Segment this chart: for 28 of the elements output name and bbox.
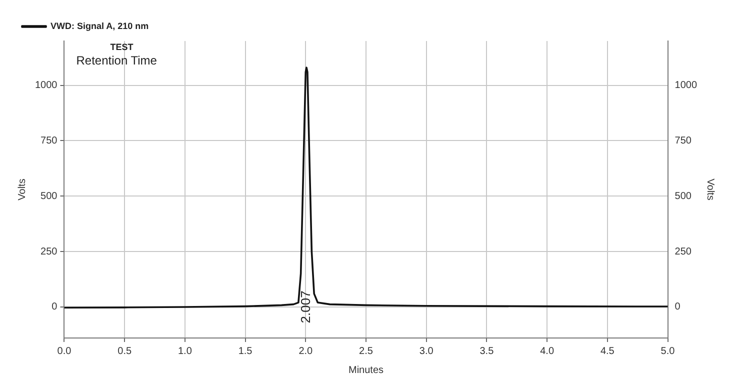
x-tick-label: 3.0 <box>419 346 434 357</box>
y-tick-label: 0 <box>52 302 58 313</box>
legend-label: VWD: Signal A, 210 nm <box>50 20 149 31</box>
annotation: TEST <box>110 42 134 52</box>
x-tick-label: 1.5 <box>238 346 253 357</box>
y-tick-label: 1000 <box>34 80 58 92</box>
x-tick-label: 2.5 <box>359 346 374 357</box>
x-tick-label: 4.0 <box>540 346 554 357</box>
y2-axis-title: Volts <box>704 178 716 200</box>
x-axis-title: Minutes <box>348 364 384 376</box>
y2-tick-label: 0 <box>674 302 681 313</box>
y-tick-label: 750 <box>40 135 58 146</box>
annotation: 2.007 <box>298 290 314 324</box>
y-axis-title: Volts <box>16 178 28 200</box>
annotation: Retention Time <box>76 53 158 68</box>
x-tick-label: 0.0 <box>57 346 72 357</box>
x-tick-label: 4.5 <box>600 346 615 357</box>
y2-tick-label: 250 <box>674 246 692 258</box>
y2-tick-label: 500 <box>674 190 692 202</box>
x-tick-label: 0.5 <box>118 346 132 357</box>
x-tick-label: 2.0 <box>298 346 314 357</box>
y-tick-label: 500 <box>40 190 58 202</box>
y2-tick-label: 1000 <box>674 80 698 92</box>
x-tick-label: 5.0 <box>660 346 676 357</box>
x-tick-label: 1.0 <box>178 346 192 357</box>
x-tick-label: 3.5 <box>480 346 494 357</box>
y-tick-label: 250 <box>40 246 58 258</box>
y2-tick-label: 750 <box>674 135 692 146</box>
